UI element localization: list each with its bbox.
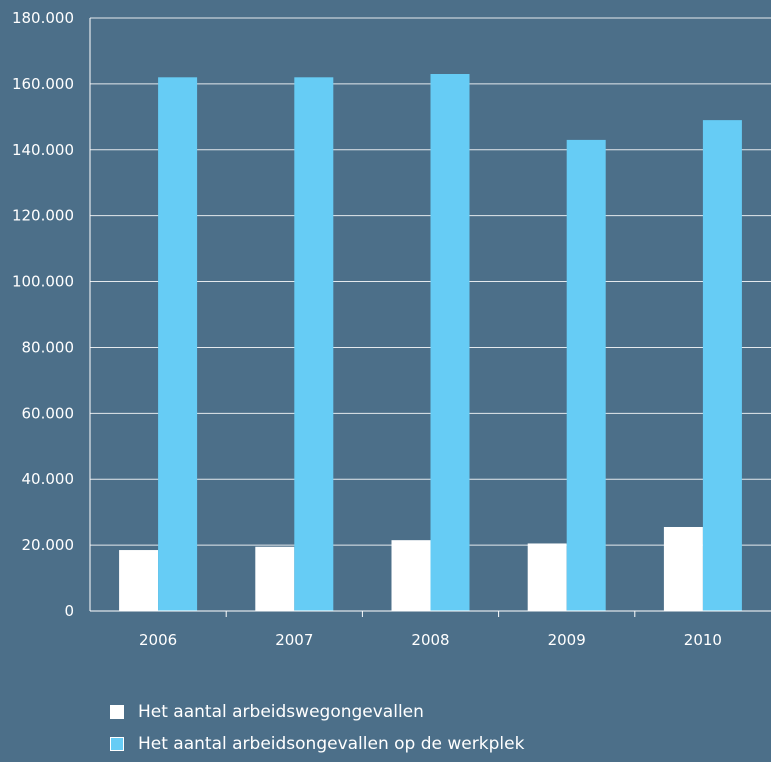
bar-werkplek [430,74,470,611]
legend: Het aantal arbeidswegongevallen Het aant… [110,696,524,760]
x-tick-label: 2009 [548,631,586,649]
y-tick-label: 140.000 [12,141,74,159]
y-tick-labels: 0 20.000 40.000 60.000 80.000 100.000 120.000 1… [12,9,74,620]
bar-arbeidswegongevallen [663,526,703,611]
y-tick-label: 180.000 [12,9,74,27]
legend-swatch-white [110,705,124,719]
bar-chart: 0 20.000 40.000 60.000 80.000 100.000 120.000 1… [12,9,771,649]
legend-label: Het aantal arbeidsongevallen op de werkp… [138,734,525,754]
bar-werkplek [294,77,334,612]
bars [119,74,742,612]
x-tick-label: 2008 [411,631,449,649]
axes [89,18,771,617]
y-tick-label: 40.000 [22,470,75,488]
y-tick-label: 80.000 [22,338,75,356]
y-tick-label: 60.000 [22,404,75,422]
bar-arbeidswegongevallen [527,543,567,611]
bar-werkplek [702,120,742,611]
y-tick-label: 0 [64,602,74,620]
legend-swatch-blue [110,737,124,751]
bar-werkplek [566,139,606,611]
y-tick-label: 20.000 [22,536,75,554]
y-tick-label: 160.000 [12,75,74,93]
bar-arbeidswegongevallen [119,550,159,611]
bar-werkplek [158,77,198,612]
bar-arbeidswegongevallen [255,546,295,611]
x-tick-label: 2006 [139,631,177,649]
bar-arbeidswegongevallen [391,540,431,611]
x-tick-labels: 2006 2007 2008 2009 2010 [139,631,722,649]
y-tick-label: 120.000 [12,207,74,225]
legend-label: Het aantal arbeidswegongevallen [138,702,424,722]
legend-item-arbeidswegongevallen: Het aantal arbeidswegongevallen [110,696,524,728]
x-tick-label: 2007 [275,631,313,649]
y-tick-label: 100.000 [12,273,74,291]
x-tick-label: 2010 [684,631,722,649]
legend-item-werkplek: Het aantal arbeidsongevallen op de werkp… [110,728,524,760]
